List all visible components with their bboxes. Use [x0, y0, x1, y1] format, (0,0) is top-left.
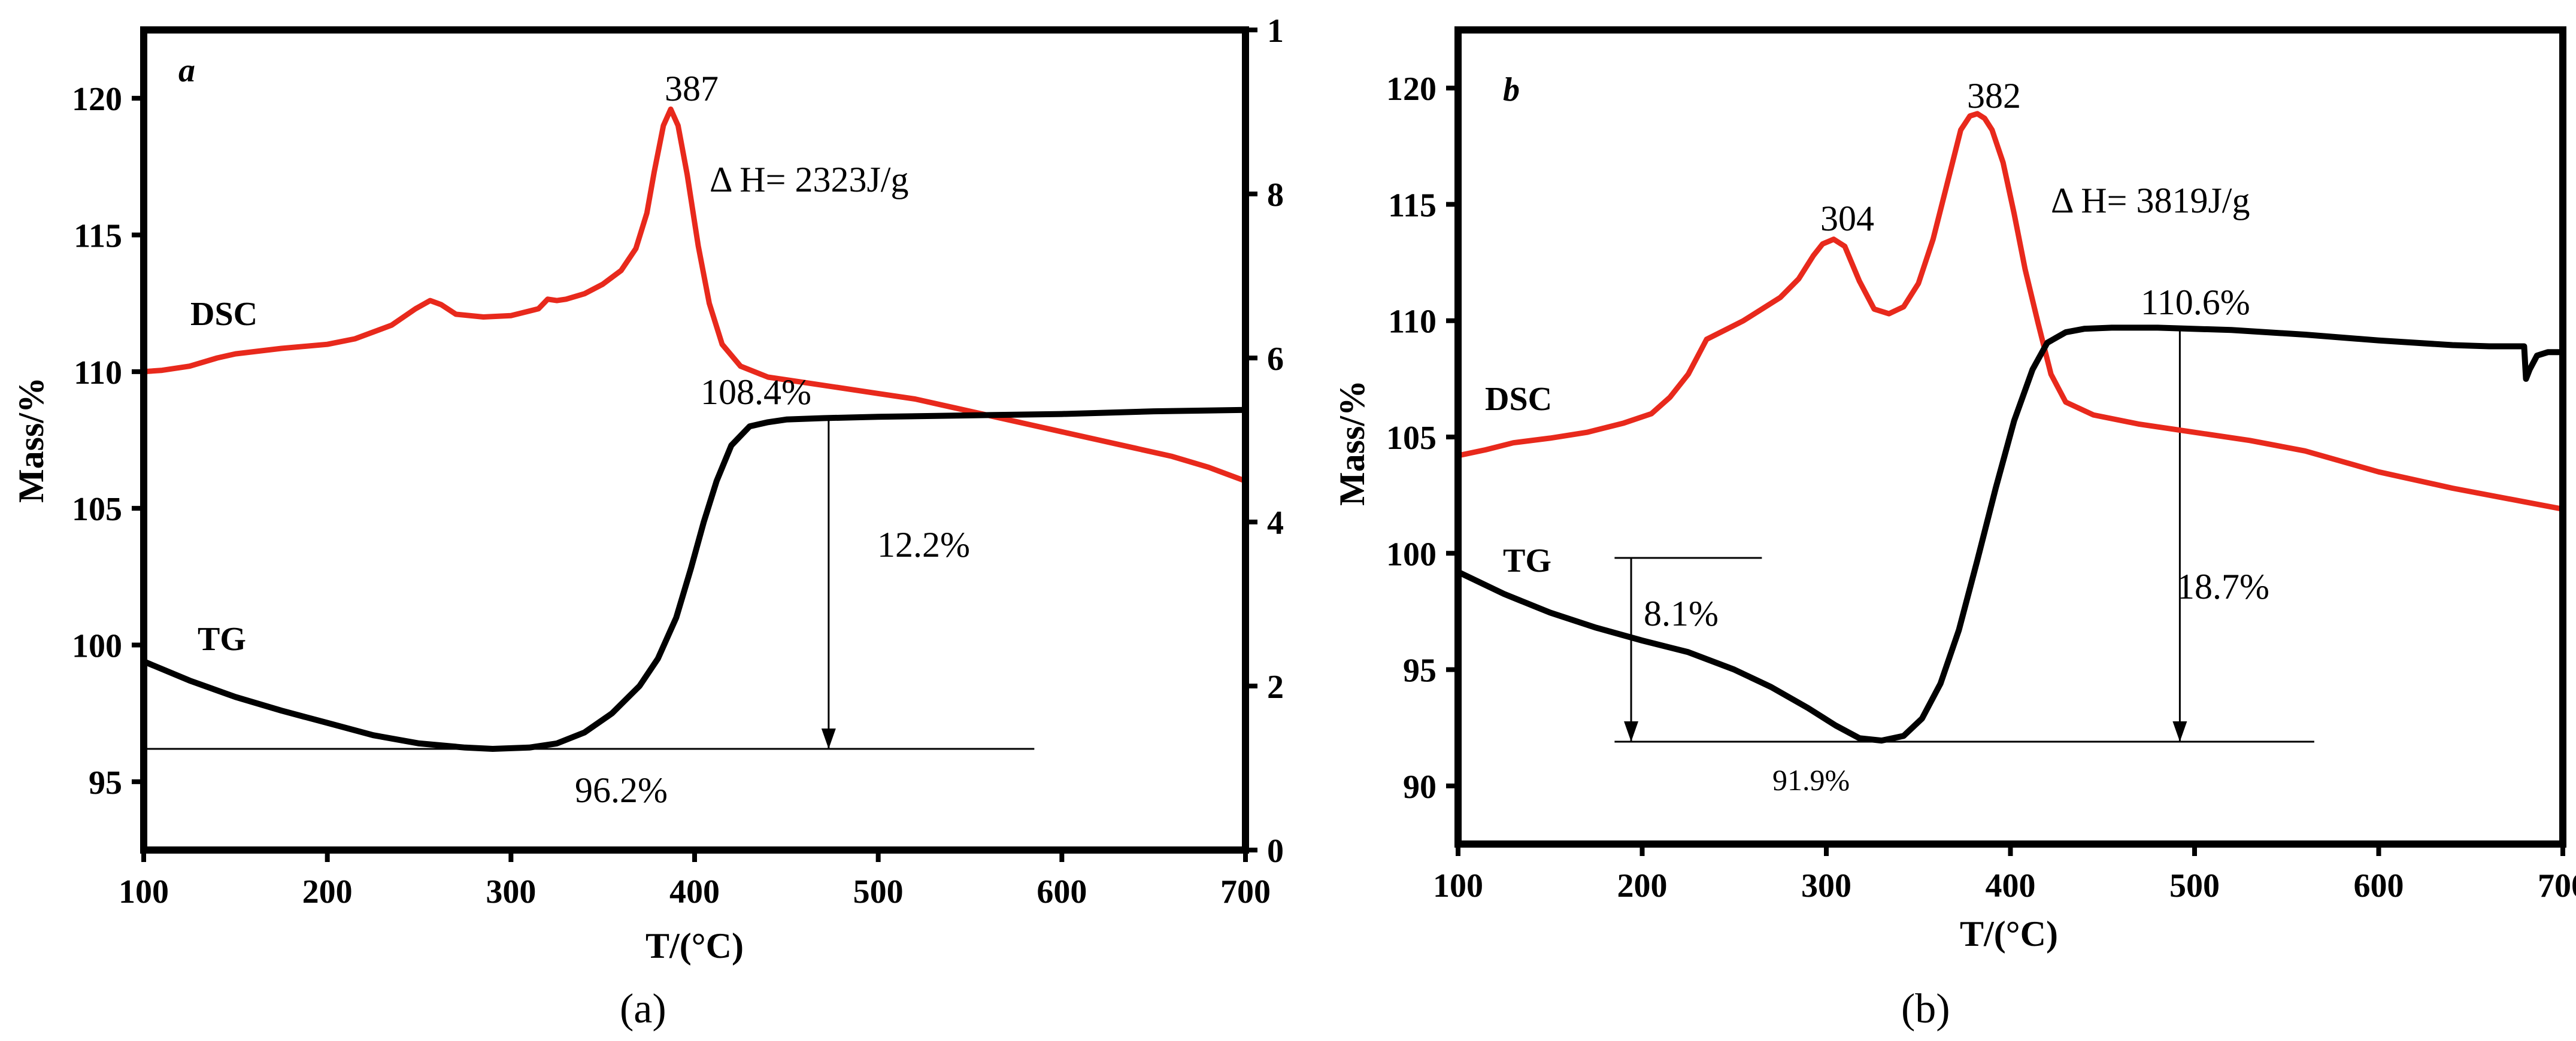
- min-mass-label: 96.2%: [575, 770, 668, 810]
- mass-change-arrowhead-right: [2172, 721, 2187, 742]
- y-tick-label: 105: [72, 491, 122, 528]
- panel-label: a: [178, 52, 195, 89]
- dsc-series-label: DSC: [190, 296, 257, 333]
- dsc-curve: [144, 106, 1245, 484]
- mass-change-label-1: 8.1%: [1644, 594, 1719, 633]
- x-tick-label: 100: [119, 873, 169, 911]
- enthalpy-label: Δ H= 2323J/g: [710, 160, 908, 199]
- y-tick-label: 100: [72, 628, 122, 665]
- y2-tick-label: 1: [1267, 13, 1284, 50]
- y-tick-label: 95: [89, 764, 122, 802]
- y-tick-label: 120: [72, 81, 122, 118]
- mass-change-arrowhead-left: [1624, 721, 1639, 742]
- mass-change-arrowhead: [821, 729, 836, 749]
- x-tick-label: 200: [1617, 867, 1668, 905]
- y-tick-label: 90: [1403, 769, 1437, 806]
- y-tick-label: 100: [1386, 536, 1437, 573]
- x-tick-label: 600: [2354, 867, 2404, 905]
- x-tick-label: 300: [1801, 867, 1851, 905]
- x-tick-label: 700: [2538, 867, 2576, 905]
- y2-tick-label: 2: [1267, 669, 1284, 706]
- dsc-curve: [1458, 111, 2563, 512]
- x-tick-label: 600: [1037, 873, 1087, 911]
- panel-caption: (b): [1901, 986, 1950, 1032]
- x-tick-label: 200: [302, 873, 353, 911]
- final-mass-label: 108.4%: [701, 372, 811, 412]
- x-tick-label: 700: [1220, 873, 1271, 911]
- y-tick-label: 120: [1386, 71, 1437, 108]
- y-tick-label: 115: [74, 218, 122, 255]
- panel-caption: (a): [620, 986, 666, 1032]
- y-axis-title: Mass/%: [1332, 380, 1372, 506]
- x-tick-label: 400: [1986, 867, 2036, 905]
- y-axis-title: Mass/%: [11, 377, 51, 503]
- chart-panel-b: 100 200 300 400 500 600 700 90 95 100 105 110 115 120…: [1332, 26, 2576, 1032]
- tg-series-label: TG: [198, 621, 246, 658]
- min-mass-label: 91.9%: [1772, 763, 1850, 797]
- final-mass-label: 110.6%: [2141, 283, 2250, 322]
- enthalpy-label: Δ H= 3819J/g: [2051, 181, 2250, 220]
- peak-label-2: 382: [1967, 76, 2021, 116]
- axis-ticks: 100 200 300 400 500 600 700 95 100 105 110 115 120 0 2…: [72, 13, 1284, 911]
- x-tick-label: 400: [669, 873, 720, 911]
- y2-tick-label: 6: [1267, 341, 1284, 378]
- x-tick-label: 500: [2169, 867, 2220, 905]
- dsc-series-label: DSC: [1485, 381, 1552, 418]
- y-tick-label: 115: [1388, 187, 1437, 224]
- y2-tick-label: 8: [1267, 177, 1284, 214]
- x-tick-label: 300: [486, 873, 536, 911]
- x-axis-title: T/(°C): [645, 926, 744, 966]
- tg-series-label: TG: [1503, 542, 1551, 579]
- axis-ticks: 100 200 300 400 500 600 700 90 95 100 105 110 115 120: [1386, 71, 2576, 905]
- tg-curve: [1458, 324, 2563, 744]
- x-tick-label: 100: [1433, 867, 1483, 905]
- plot-frame: [140, 26, 1249, 854]
- peak-label-1: 304: [1820, 199, 1874, 238]
- y-tick-label: 105: [1386, 420, 1437, 457]
- y-tick-label: 95: [1403, 652, 1437, 690]
- y-tick-label: 110: [1388, 304, 1437, 341]
- tg-curve: [144, 406, 1245, 752]
- y2-tick-label: 4: [1267, 505, 1284, 542]
- y-tick-label: 110: [74, 354, 122, 391]
- mass-change-label: 12.2%: [877, 525, 970, 564]
- y2-tick-label: 0: [1267, 833, 1284, 870]
- x-axis-title: T/(°C): [1960, 914, 2058, 954]
- chart-panel-a: 100 200 300 400 500 600 700 95 100 105 110 115 120 0 2…: [11, 13, 1284, 1032]
- panel-label: b: [1503, 71, 1520, 108]
- x-tick-label: 500: [853, 873, 904, 911]
- peak-label: 387: [665, 69, 719, 108]
- mass-change-label-2: 18.7%: [2177, 567, 2269, 606]
